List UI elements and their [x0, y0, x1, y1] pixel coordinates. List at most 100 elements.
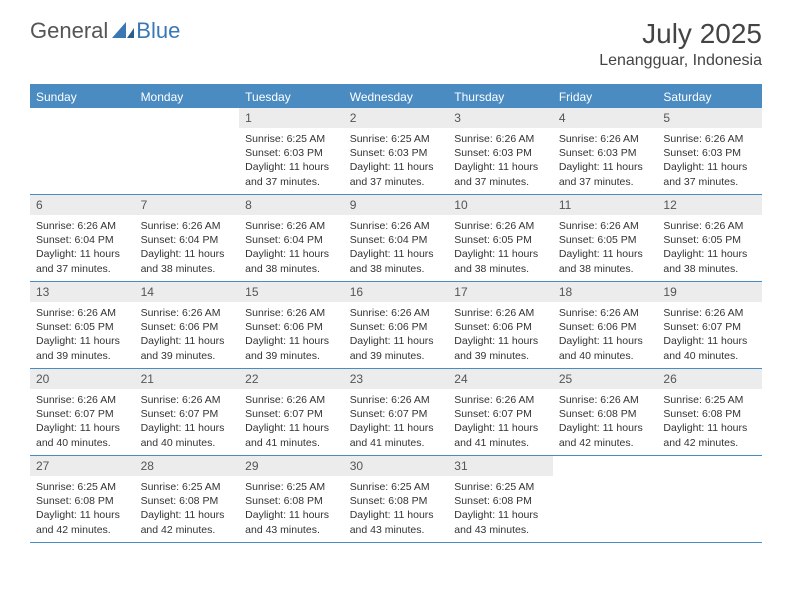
cell-body: Sunrise: 6:26 AMSunset: 6:07 PMDaylight:… — [344, 389, 449, 454]
daylight-line: Daylight: 11 hours and 39 minutes. — [454, 334, 547, 362]
daylight-line: Daylight: 11 hours and 42 minutes. — [559, 421, 652, 449]
day-headers-row: Sunday Monday Tuesday Wednesday Thursday… — [30, 86, 762, 108]
sunrise-line: Sunrise: 6:26 AM — [245, 393, 338, 407]
date-number: 28 — [135, 456, 240, 476]
sunset-line: Sunset: 6:07 PM — [350, 407, 443, 421]
sunset-line: Sunset: 6:05 PM — [559, 233, 652, 247]
cell-body: Sunrise: 6:26 AMSunset: 6:04 PMDaylight:… — [239, 215, 344, 280]
date-number: 24 — [448, 369, 553, 389]
daylight-line: Daylight: 11 hours and 40 minutes. — [141, 421, 234, 449]
calendar-cell: 26Sunrise: 6:25 AMSunset: 6:08 PMDayligh… — [657, 369, 762, 455]
cell-body: Sunrise: 6:25 AMSunset: 6:08 PMDaylight:… — [30, 476, 135, 541]
sunrise-line: Sunrise: 6:26 AM — [36, 306, 129, 320]
sunrise-line: Sunrise: 6:26 AM — [454, 393, 547, 407]
sunset-line: Sunset: 6:06 PM — [141, 320, 234, 334]
calendar-cell: 30Sunrise: 6:25 AMSunset: 6:08 PMDayligh… — [344, 456, 449, 542]
sunset-line: Sunset: 6:03 PM — [454, 146, 547, 160]
sunset-line: Sunset: 6:06 PM — [454, 320, 547, 334]
weeks-container: 1Sunrise: 6:25 AMSunset: 6:03 PMDaylight… — [30, 108, 762, 543]
header: General Blue July 2025 Lenangguar, Indon… — [0, 0, 792, 78]
daylight-line: Daylight: 11 hours and 38 minutes. — [141, 247, 234, 275]
calendar-cell: 17Sunrise: 6:26 AMSunset: 6:06 PMDayligh… — [448, 282, 553, 368]
sunset-line: Sunset: 6:05 PM — [36, 320, 129, 334]
daylight-line: Daylight: 11 hours and 39 minutes. — [350, 334, 443, 362]
sunrise-line: Sunrise: 6:26 AM — [350, 219, 443, 233]
sunset-line: Sunset: 6:04 PM — [36, 233, 129, 247]
daylight-line: Daylight: 11 hours and 37 minutes. — [350, 160, 443, 188]
date-number: 9 — [344, 195, 449, 215]
sunrise-line: Sunrise: 6:26 AM — [663, 132, 756, 146]
sunset-line: Sunset: 6:08 PM — [245, 494, 338, 508]
sunset-line: Sunset: 6:04 PM — [141, 233, 234, 247]
sunset-line: Sunset: 6:03 PM — [245, 146, 338, 160]
sunrise-line: Sunrise: 6:26 AM — [454, 306, 547, 320]
date-number: 27 — [30, 456, 135, 476]
date-number: 13 — [30, 282, 135, 302]
month-title: July 2025 — [599, 18, 762, 50]
sunset-line: Sunset: 6:08 PM — [559, 407, 652, 421]
sunrise-line: Sunrise: 6:26 AM — [36, 219, 129, 233]
day-header-sunday: Sunday — [30, 86, 135, 108]
calendar-cell: 10Sunrise: 6:26 AMSunset: 6:05 PMDayligh… — [448, 195, 553, 281]
sunrise-line: Sunrise: 6:26 AM — [663, 306, 756, 320]
calendar-cell: 15 Sunrise: 6:26 AMSunset: 6:06 PMDayligh… — [239, 282, 344, 368]
calendar-cell: 8Sunrise: 6:26 AMSunset: 6:04 PMDaylight… — [239, 195, 344, 281]
calendar-cell-empty — [657, 456, 762, 542]
daylight-line: Daylight: 11 hours and 41 minutes. — [350, 421, 443, 449]
daylight-line: Daylight: 11 hours and 42 minutes. — [663, 421, 756, 449]
cell-body: Sunrise: 6:25 AMSunset: 6:08 PMDaylight:… — [657, 389, 762, 454]
sunrise-line: Sunrise: 6:26 AM — [245, 306, 338, 320]
day-header-monday: Monday — [135, 86, 240, 108]
date-number: 11 — [553, 195, 658, 215]
cell-body: Sunrise: 6:26 AMSunset: 6:07 PMDaylight:… — [30, 389, 135, 454]
day-header-saturday: Saturday — [657, 86, 762, 108]
calendar-cell: 13Sunrise: 6:26 AMSunset: 6:05 PMDayligh… — [30, 282, 135, 368]
calendar-cell: 31Sunrise: 6:25 AMSunset: 6:08 PMDayligh… — [448, 456, 553, 542]
daylight-line: Daylight: 11 hours and 38 minutes. — [350, 247, 443, 275]
sunset-line: Sunset: 6:07 PM — [454, 407, 547, 421]
calendar-cell: 18Sunrise: 6:26 AMSunset: 6:06 PMDayligh… — [553, 282, 658, 368]
daylight-line: Daylight: 11 hours and 39 minutes. — [245, 334, 338, 362]
calendar-cell: 14Sunrise: 6:26 AMSunset: 6:06 PMDayligh… — [135, 282, 240, 368]
daylight-line: Daylight: 11 hours and 42 minutes. — [36, 508, 129, 536]
date-number: 8 — [239, 195, 344, 215]
sunset-line: Sunset: 6:07 PM — [245, 407, 338, 421]
sunset-line: Sunset: 6:07 PM — [663, 320, 756, 334]
daylight-line: Daylight: 11 hours and 37 minutes. — [663, 160, 756, 188]
daylight-line: Daylight: 11 hours and 43 minutes. — [350, 508, 443, 536]
cell-body: Sunrise: 6:26 AMSunset: 6:06 PMDaylight:… — [344, 302, 449, 367]
calendar-week: 1Sunrise: 6:25 AMSunset: 6:03 PMDaylight… — [30, 108, 762, 195]
calendar-cell: 3Sunrise: 6:26 AMSunset: 6:03 PMDaylight… — [448, 108, 553, 194]
sunrise-line: Sunrise: 6:26 AM — [454, 219, 547, 233]
daylight-line: Daylight: 11 hours and 37 minutes. — [245, 160, 338, 188]
cell-body: Sunrise: 6:26 AMSunset: 6:05 PMDaylight:… — [657, 215, 762, 280]
date-number: 4 — [553, 108, 658, 128]
sunrise-line: Sunrise: 6:26 AM — [245, 219, 338, 233]
date-number: 16 — [344, 282, 449, 302]
sunrise-line: Sunrise: 6:25 AM — [36, 480, 129, 494]
calendar-cell: 2Sunrise: 6:25 AMSunset: 6:03 PMDaylight… — [344, 108, 449, 194]
sunset-line: Sunset: 6:06 PM — [245, 320, 338, 334]
daylight-line: Daylight: 11 hours and 40 minutes. — [36, 421, 129, 449]
sunset-line: Sunset: 6:03 PM — [559, 146, 652, 160]
cell-body: Sunrise: 6:26 AMSunset: 6:05 PMDaylight:… — [553, 215, 658, 280]
calendar-cell: 21Sunrise: 6:26 AMSunset: 6:07 PMDayligh… — [135, 369, 240, 455]
date-number: 15 — [239, 282, 344, 302]
calendar-cell: 20Sunrise: 6:26 AMSunset: 6:07 PMDayligh… — [30, 369, 135, 455]
daylight-line: Daylight: 11 hours and 37 minutes. — [454, 160, 547, 188]
calendar-cell: 6Sunrise: 6:26 AMSunset: 6:04 PMDaylight… — [30, 195, 135, 281]
sunset-line: Sunset: 6:05 PM — [663, 233, 756, 247]
calendar-cell-empty — [553, 456, 658, 542]
day-header-friday: Friday — [553, 86, 658, 108]
calendar-cell: 22Sunrise: 6:26 AMSunset: 6:07 PMDayligh… — [239, 369, 344, 455]
cell-body: Sunrise: 6:25 AMSunset: 6:08 PMDaylight:… — [135, 476, 240, 541]
sunrise-line: Sunrise: 6:26 AM — [141, 393, 234, 407]
date-number: 29 — [239, 456, 344, 476]
calendar-cell-empty — [135, 108, 240, 194]
date-number: 23 — [344, 369, 449, 389]
cell-body: Sunrise: 6:26 AMSunset: 6:06 PMDaylight:… — [553, 302, 658, 367]
calendar-cell: 29Sunrise: 6:25 AMSunset: 6:08 PMDayligh… — [239, 456, 344, 542]
sunrise-line: Sunrise: 6:26 AM — [350, 306, 443, 320]
logo-sail-icon — [112, 20, 134, 43]
cell-body: Sunrise: 6:26 AMSunset: 6:03 PMDaylight:… — [553, 128, 658, 193]
